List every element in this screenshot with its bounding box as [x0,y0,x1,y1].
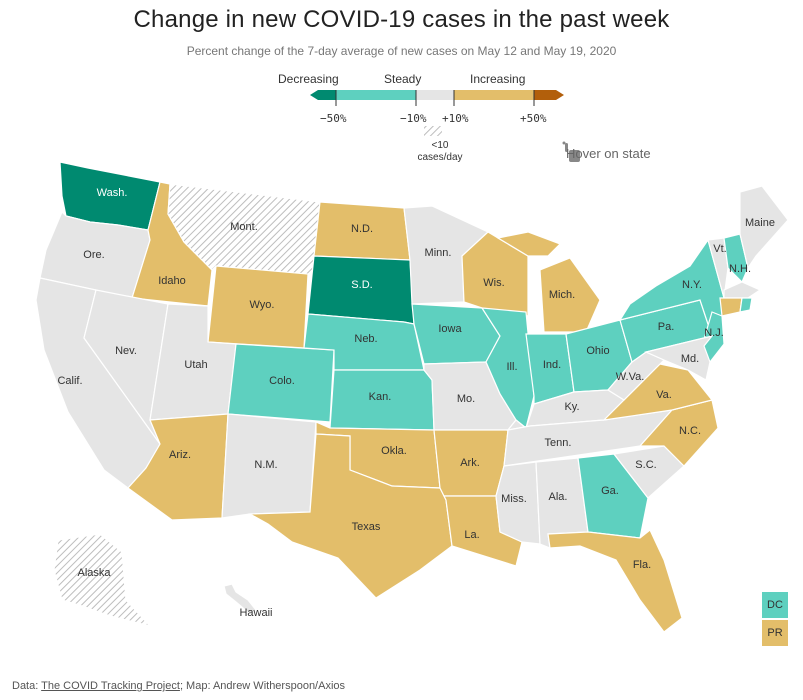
state-label: S.D. [351,279,372,291]
state-label: Ill. [507,361,518,373]
legend-nodata-label: <10 cases/day [417,140,463,163]
pointer-hand-icon [562,141,580,162]
state-label: S.C. [635,459,656,471]
territory-pr[interactable]: PR [762,620,788,646]
state-label: Mich. [549,289,575,301]
state-label: N.Y. [682,279,702,291]
state-label: Ky. [564,401,579,413]
state-label: N.J. [704,327,724,339]
state-label: N.C. [679,425,701,437]
state-label: Ore. [83,249,104,261]
legend-label-increasing: Increasing [470,72,526,86]
state-label: Wyo. [250,299,275,311]
state-label: Ind. [543,359,561,371]
state-label: Alaska [77,567,111,579]
state-rhode-island[interactable] [739,297,753,313]
state-michigan-lower[interactable] [539,257,601,333]
legend-swatch-steady [416,90,454,100]
state-hawaii[interactable] [223,583,257,615]
state-label: Neb. [354,333,377,345]
hover-hint: Hover on state [566,146,651,161]
state-shapes [35,161,789,633]
state-michigan-upper[interactable] [496,231,562,257]
state-label: Idaho [158,275,186,287]
state-label: Mo. [457,393,475,405]
state-label: Texas [352,521,381,533]
legend-tick: −10% [400,112,427,125]
map-title: Change in new COVID-19 cases in the past… [133,6,670,33]
state-label: Nev. [115,345,137,357]
legend-swatch-strong-increase [534,90,564,100]
state-connecticut[interactable] [719,297,743,317]
state-label: Mont. [230,221,258,233]
state-wisconsin[interactable] [461,231,529,317]
state-label: Miss. [501,493,527,505]
footer-suffix: ; Map: Andrew Witherspoon/Axios [179,680,346,692]
state-label: Ariz. [169,449,191,461]
state-label: Fla. [633,559,651,571]
state-label: Vt. [713,243,726,255]
legend-tick: +50% [520,112,547,125]
footer-credit: Data: The COVID Tracking Project; Map: A… [12,680,345,692]
state-label: Iowa [438,323,462,335]
map-subtitle: Percent change of the 7-day average of n… [186,44,617,58]
legend-swatch-strong-decrease [310,90,336,100]
state-label: Maine [745,217,775,229]
state-label: Ala. [549,491,568,503]
state-georgia[interactable] [577,453,649,539]
state-texas[interactable] [247,433,453,599]
legend-tick: +10% [442,112,469,125]
state-label: Tenn. [545,437,572,449]
footer-prefix: Data: [12,680,42,692]
state-label: Okla. [381,445,407,457]
state-alaska[interactable] [53,533,152,628]
legend-color-bar [310,90,564,136]
state-maryland-delaware[interactable] [644,335,714,381]
state-label: Pa. [658,321,675,333]
territory-dc[interactable]: DC [762,592,788,618]
state-label: Va. [656,389,672,401]
state-label: N.D. [351,223,373,235]
state-label: W.Va. [616,371,645,383]
state-label: N.M. [254,459,277,471]
state-label: Colo. [269,375,295,387]
legend-label-decreasing: Decreasing [278,72,339,86]
legend-tick: −50% [320,112,347,125]
state-label: Wis. [483,277,504,289]
state-label: Calif. [57,375,82,387]
state-label: Wash. [97,187,128,199]
state-label: Ohio [586,345,609,357]
state-labels: Wash. Ore. Calif. Idaho Nev. Mont. Wyo. … [57,187,775,619]
legend-swatch-decrease [336,90,416,100]
state-label: Hawaii [239,607,272,619]
state-massachusetts[interactable] [723,281,762,299]
state-label: La. [464,529,479,541]
state-label: Ga. [601,485,619,497]
state-florida[interactable] [547,529,683,633]
state-label: Kan. [369,391,392,403]
state-label: Minn. [425,247,452,259]
state-label: Md. [681,353,699,365]
legend-swatch-nodata [424,126,442,136]
source-link[interactable]: The COVID Tracking Project [41,680,180,692]
state-label: Ark. [460,457,480,469]
legend-label-steady: Steady [384,72,422,86]
legend-swatch-increase [454,90,534,100]
state-label: N.H. [729,263,751,275]
state-label: Utah [184,359,207,371]
state-new-hampshire[interactable] [723,233,749,284]
state-maine[interactable] [739,185,789,270]
